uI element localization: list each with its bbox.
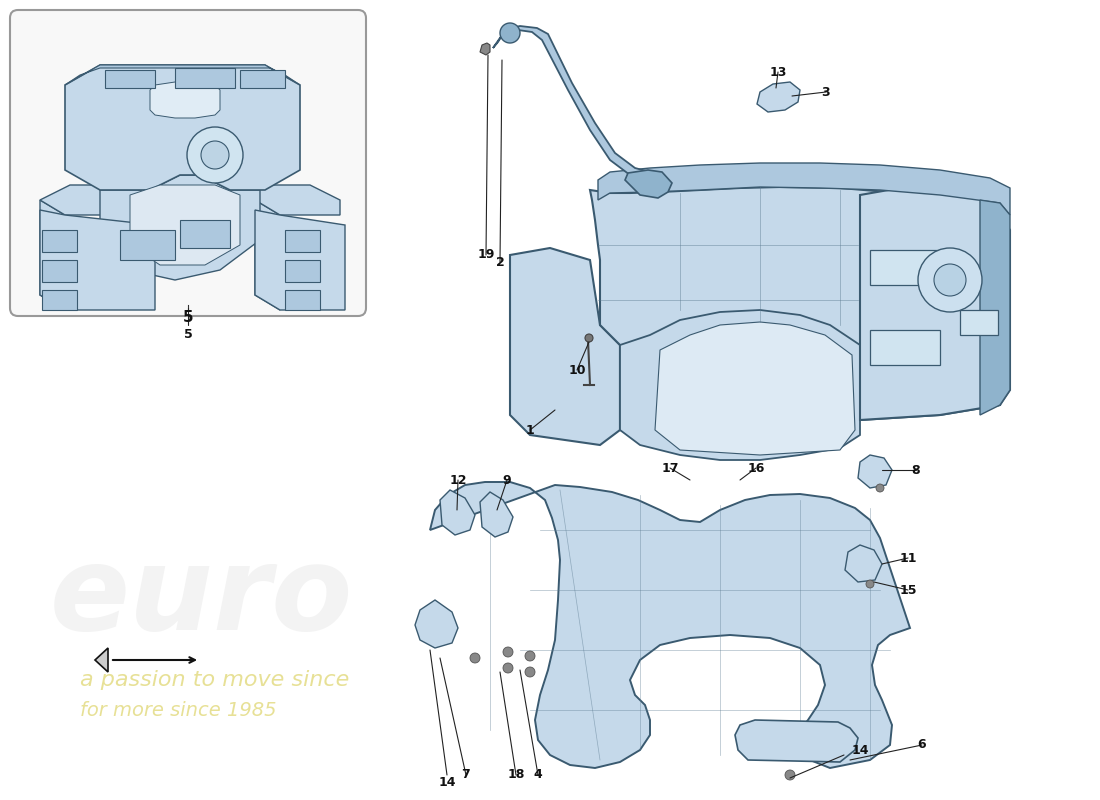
Polygon shape xyxy=(480,43,490,55)
Bar xyxy=(104,70,155,88)
Text: 5: 5 xyxy=(184,329,192,342)
Polygon shape xyxy=(654,322,855,455)
Text: 14: 14 xyxy=(851,743,869,757)
Polygon shape xyxy=(510,248,620,445)
Text: 15: 15 xyxy=(900,583,916,597)
Polygon shape xyxy=(625,170,672,198)
Bar xyxy=(285,290,320,310)
Circle shape xyxy=(525,667,535,677)
Polygon shape xyxy=(845,545,882,582)
Bar xyxy=(175,68,235,88)
Text: 16: 16 xyxy=(747,462,764,474)
Circle shape xyxy=(918,248,982,312)
Bar xyxy=(870,250,940,285)
Text: for more since 1985: for more since 1985 xyxy=(80,701,276,719)
Polygon shape xyxy=(65,65,300,85)
Circle shape xyxy=(934,264,966,296)
Text: 6: 6 xyxy=(917,738,926,751)
Text: 9: 9 xyxy=(503,474,512,486)
Bar xyxy=(285,230,320,252)
Polygon shape xyxy=(100,175,260,280)
Text: a passion to move since: a passion to move since xyxy=(80,670,350,690)
Bar xyxy=(180,220,230,248)
Polygon shape xyxy=(598,163,1010,215)
Text: 19: 19 xyxy=(477,249,495,262)
Text: 7: 7 xyxy=(462,769,471,782)
Text: euro: euro xyxy=(50,540,353,655)
Polygon shape xyxy=(95,648,108,672)
Bar xyxy=(42,230,77,252)
Text: 10: 10 xyxy=(569,363,585,377)
FancyBboxPatch shape xyxy=(10,10,366,316)
Polygon shape xyxy=(40,210,155,310)
Polygon shape xyxy=(590,187,1010,440)
Text: 12: 12 xyxy=(449,474,466,486)
Circle shape xyxy=(500,23,520,43)
Text: 11: 11 xyxy=(900,551,916,565)
Bar xyxy=(120,230,175,260)
Text: 5: 5 xyxy=(183,310,194,326)
Bar xyxy=(285,260,320,282)
Bar xyxy=(870,330,940,365)
Polygon shape xyxy=(757,82,800,112)
Circle shape xyxy=(785,770,795,780)
Polygon shape xyxy=(735,720,858,762)
Polygon shape xyxy=(860,188,1000,420)
Polygon shape xyxy=(130,185,240,265)
Circle shape xyxy=(187,127,243,183)
Polygon shape xyxy=(40,200,65,310)
Text: 8: 8 xyxy=(912,463,921,477)
Text: 4: 4 xyxy=(534,769,542,782)
Polygon shape xyxy=(493,26,650,178)
Bar xyxy=(42,260,77,282)
Polygon shape xyxy=(255,185,340,215)
Text: 18: 18 xyxy=(507,769,525,782)
Text: 13: 13 xyxy=(769,66,786,78)
Circle shape xyxy=(470,653,480,663)
Text: 1: 1 xyxy=(526,423,535,437)
Circle shape xyxy=(503,663,513,673)
Polygon shape xyxy=(65,65,300,190)
Text: 17: 17 xyxy=(661,462,679,474)
Polygon shape xyxy=(430,482,910,768)
Polygon shape xyxy=(980,200,1010,415)
Circle shape xyxy=(876,484,884,492)
Polygon shape xyxy=(440,490,475,535)
Text: 3: 3 xyxy=(822,86,830,98)
Polygon shape xyxy=(620,310,860,460)
Bar xyxy=(960,310,998,335)
Polygon shape xyxy=(415,600,458,648)
Circle shape xyxy=(503,647,513,657)
Circle shape xyxy=(585,334,593,342)
Bar xyxy=(240,70,285,88)
Polygon shape xyxy=(858,455,892,488)
Circle shape xyxy=(525,651,535,661)
Polygon shape xyxy=(40,185,150,215)
Polygon shape xyxy=(255,200,280,310)
Circle shape xyxy=(866,580,874,588)
Text: 14: 14 xyxy=(438,775,455,789)
Bar xyxy=(42,290,77,310)
Circle shape xyxy=(201,141,229,169)
Text: 2: 2 xyxy=(496,255,505,269)
Polygon shape xyxy=(150,82,220,118)
Polygon shape xyxy=(480,492,513,537)
Polygon shape xyxy=(255,210,345,310)
